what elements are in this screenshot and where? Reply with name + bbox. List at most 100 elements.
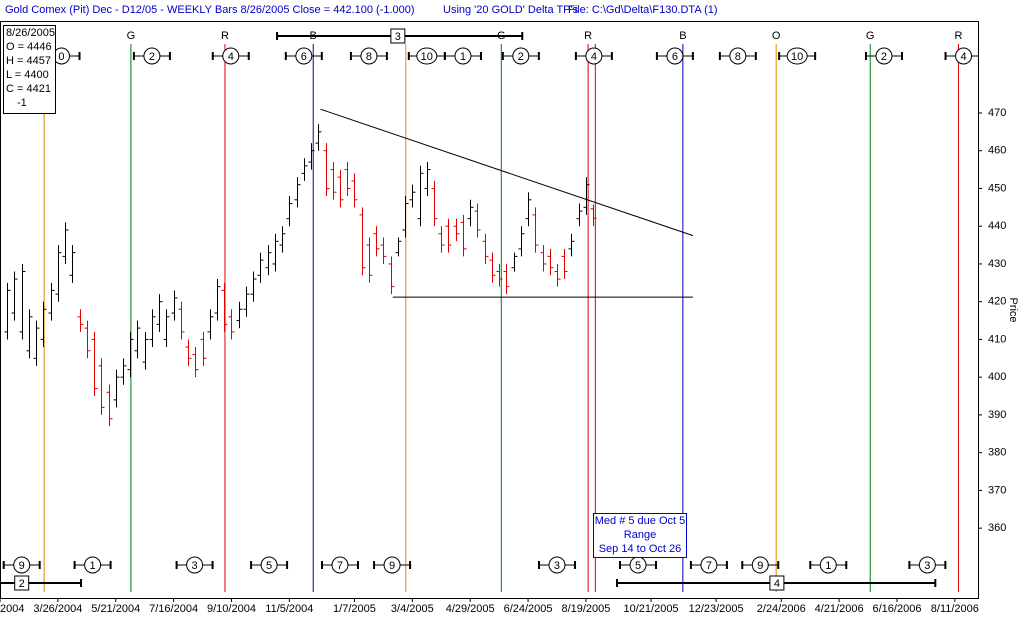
price-bar (265, 245, 272, 276)
count-label: 3 (924, 560, 930, 572)
price-bar (518, 226, 525, 257)
price-bar (337, 169, 344, 208)
annotation-line: Range (624, 529, 656, 541)
info-line: L = 4400 (6, 69, 49, 81)
count-circle (548, 556, 566, 574)
count-circle (295, 47, 313, 65)
price-bar (489, 252, 496, 283)
count-marker: 8 (349, 47, 388, 65)
price-bar (33, 320, 40, 366)
price-bar (236, 301, 243, 329)
price-bar (120, 358, 127, 385)
count-circle (875, 47, 893, 65)
y-tick-label: 400 (988, 371, 1006, 383)
cycle-label: R (954, 30, 962, 42)
price-bar (221, 282, 228, 332)
price-bar (511, 252, 518, 272)
price-bar (590, 204, 597, 227)
price-bar (91, 331, 98, 397)
cycle-label: G (866, 30, 875, 42)
price-bar (460, 214, 467, 257)
x-tick-label: 4/21/2006 (815, 603, 864, 615)
price-bar (344, 162, 351, 197)
price-bar (214, 279, 221, 321)
count-marker: 1 (809, 556, 848, 574)
boxed-label: 2 (19, 578, 25, 590)
info-line: H = 4457 (6, 55, 51, 67)
file-label: File: C:\Gd\Delta\F130.DTA (1) (568, 4, 718, 16)
y-tick-label: 470 (988, 107, 1006, 119)
count-marker: 4 (944, 47, 978, 65)
count-circle (955, 47, 973, 65)
count-circle (819, 556, 837, 574)
boxed-box (14, 575, 30, 591)
price-bar (19, 263, 26, 340)
price-bar (366, 237, 373, 283)
count-marker: 0 (42, 47, 81, 65)
count-circle (512, 47, 530, 65)
count-circle (222, 47, 240, 65)
boxed-label: 3 (395, 31, 401, 43)
price-bar (134, 320, 141, 359)
count-marker: 2 (501, 47, 540, 65)
price-bar (568, 233, 575, 257)
x-tick-label: 6/16/2006 (873, 603, 922, 615)
price-bar (547, 248, 554, 276)
price-bar (351, 173, 358, 208)
price-bar (583, 177, 590, 215)
count-circle (84, 556, 102, 574)
annotation-box: Med # 5 due Oct 5 Range Sep 14 to Oct 26 (593, 513, 687, 558)
x-tick-label: 12/23/2005 (689, 603, 744, 615)
count-marker: 3 (175, 556, 214, 574)
price-bar (402, 196, 409, 238)
price-bar (48, 282, 55, 321)
price-bar (453, 218, 460, 242)
info-line: C = 4421 (6, 83, 51, 95)
price-bar (438, 226, 445, 253)
price-bar (330, 162, 337, 200)
price-bar (554, 263, 561, 287)
x-tick-label: 11/5/2004 (265, 603, 313, 615)
count-circle (143, 47, 161, 65)
count-marker: 5 (619, 556, 658, 574)
x-tick-label: 7/16/2004 (149, 603, 198, 615)
x-tick-label: 8/11/2006 (931, 603, 979, 615)
y-tick-label: 370 (988, 484, 1006, 496)
price-bar (308, 143, 315, 170)
count-marker: 4 (574, 47, 613, 65)
x-tick-label: 4/29/2005 (446, 603, 495, 615)
boxed-label: 4 (774, 578, 780, 590)
price-bar (156, 294, 163, 332)
price-bar (359, 207, 366, 276)
price-bar (323, 143, 330, 197)
price-bar (279, 226, 286, 253)
price-bar (142, 331, 149, 370)
price-bar (69, 245, 76, 283)
chart-subtitle: Using '20 GOLD' Delta TP's (443, 4, 579, 16)
x-tick-label: 1/7/2005 (333, 603, 376, 615)
plot-frame (0, 21, 979, 599)
count-circle (331, 556, 349, 574)
price-bar (540, 245, 547, 272)
y-tick-label: 380 (988, 447, 1006, 459)
price-bar (40, 301, 47, 347)
price-bar (192, 346, 199, 378)
price-bar (467, 199, 474, 227)
price-bar (178, 301, 185, 340)
price-bar (286, 196, 293, 227)
price-bar (200, 331, 207, 366)
count-circle (360, 47, 378, 65)
count-marker: 10 (407, 47, 446, 65)
count-marker: 9 (373, 556, 412, 574)
count-circle (383, 556, 401, 574)
count-label: 4 (228, 51, 234, 63)
count-circle (700, 556, 718, 574)
count-marker: 3 (537, 556, 576, 574)
count-label: 9 (757, 560, 763, 572)
y-tick-label: 440 (988, 220, 1006, 232)
price-bar (431, 180, 438, 227)
price-bar (127, 331, 134, 378)
cycle-label: R (221, 30, 229, 42)
